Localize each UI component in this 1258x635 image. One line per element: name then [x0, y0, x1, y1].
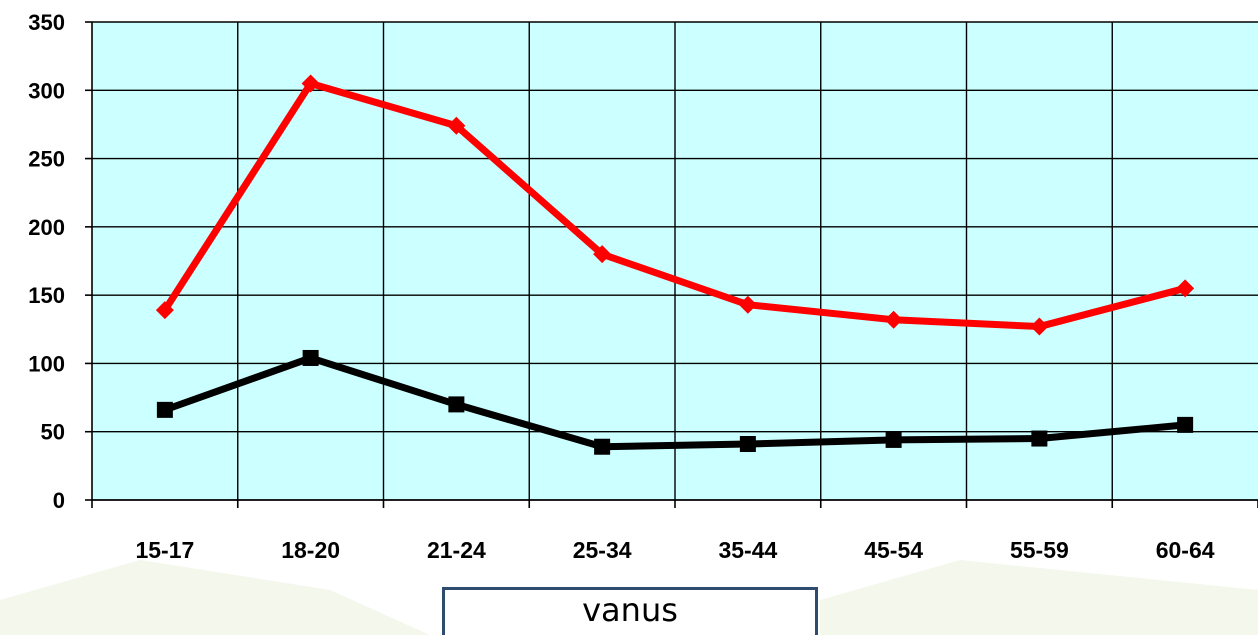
data-point-35-44 — [739, 436, 756, 453]
y-tick-label-250: 250 — [28, 147, 65, 172]
x-tick-label-18-20: 18-20 — [281, 537, 340, 563]
x-tick-label-60-64: 60-64 — [1156, 537, 1215, 563]
series-layer — [155, 74, 1195, 455]
data-point-15-17 — [155, 301, 174, 320]
x-tick-label-45-54: 45-54 — [864, 537, 923, 563]
x-axis-label: vanus — [582, 591, 678, 629]
data-point-55-59 — [1030, 317, 1049, 336]
x-tick-label-15-17: 15-17 — [135, 537, 194, 563]
y-tick-labels: 0 50 100 150 200 250 300 350 — [28, 10, 65, 513]
y-tick-label-300: 300 — [28, 78, 65, 103]
y-tick-label-150: 150 — [28, 283, 65, 308]
x-tick-labels: 15-17 18-20 21-24 25-34 35-44 45-54 55-59 60-64 — [135, 537, 1214, 563]
data-point-21-24 — [448, 396, 465, 413]
data-point-45-54 — [885, 431, 902, 448]
grid-lines — [92, 21, 1258, 501]
series-1 — [155, 74, 1195, 336]
x-tick-label-25-34: 25-34 — [573, 537, 632, 563]
data-point-18-20 — [301, 74, 320, 93]
y-tick-label-200: 200 — [28, 215, 65, 240]
data-point-55-59 — [1031, 430, 1048, 447]
axes — [85, 21, 1258, 508]
y-tick-label-50: 50 — [41, 420, 65, 445]
y-tick-label-0: 0 — [53, 488, 65, 513]
data-point-15-17 — [156, 401, 173, 418]
series-1-line — [161, 79, 1189, 331]
data-point-25-34 — [594, 438, 611, 455]
x-axis-label-box: vanus — [442, 587, 818, 635]
y-tick-label-350: 350 — [28, 10, 65, 35]
x-tick-label-55-59: 55-59 — [1010, 537, 1069, 563]
data-point-45-54 — [884, 310, 903, 329]
series-2 — [156, 349, 1194, 455]
series-2-line — [161, 354, 1189, 451]
data-point-18-20 — [302, 349, 319, 366]
data-point-25-34 — [593, 245, 612, 264]
x-tick-label-35-44: 35-44 — [718, 537, 777, 563]
data-point-60-64 — [1176, 279, 1195, 298]
data-point-21-24 — [447, 116, 466, 135]
data-point-35-44 — [738, 295, 757, 314]
data-point-60-64 — [1177, 416, 1194, 433]
x-tick-label-21-24: 21-24 — [427, 537, 486, 563]
y-tick-label-100: 100 — [28, 351, 65, 376]
